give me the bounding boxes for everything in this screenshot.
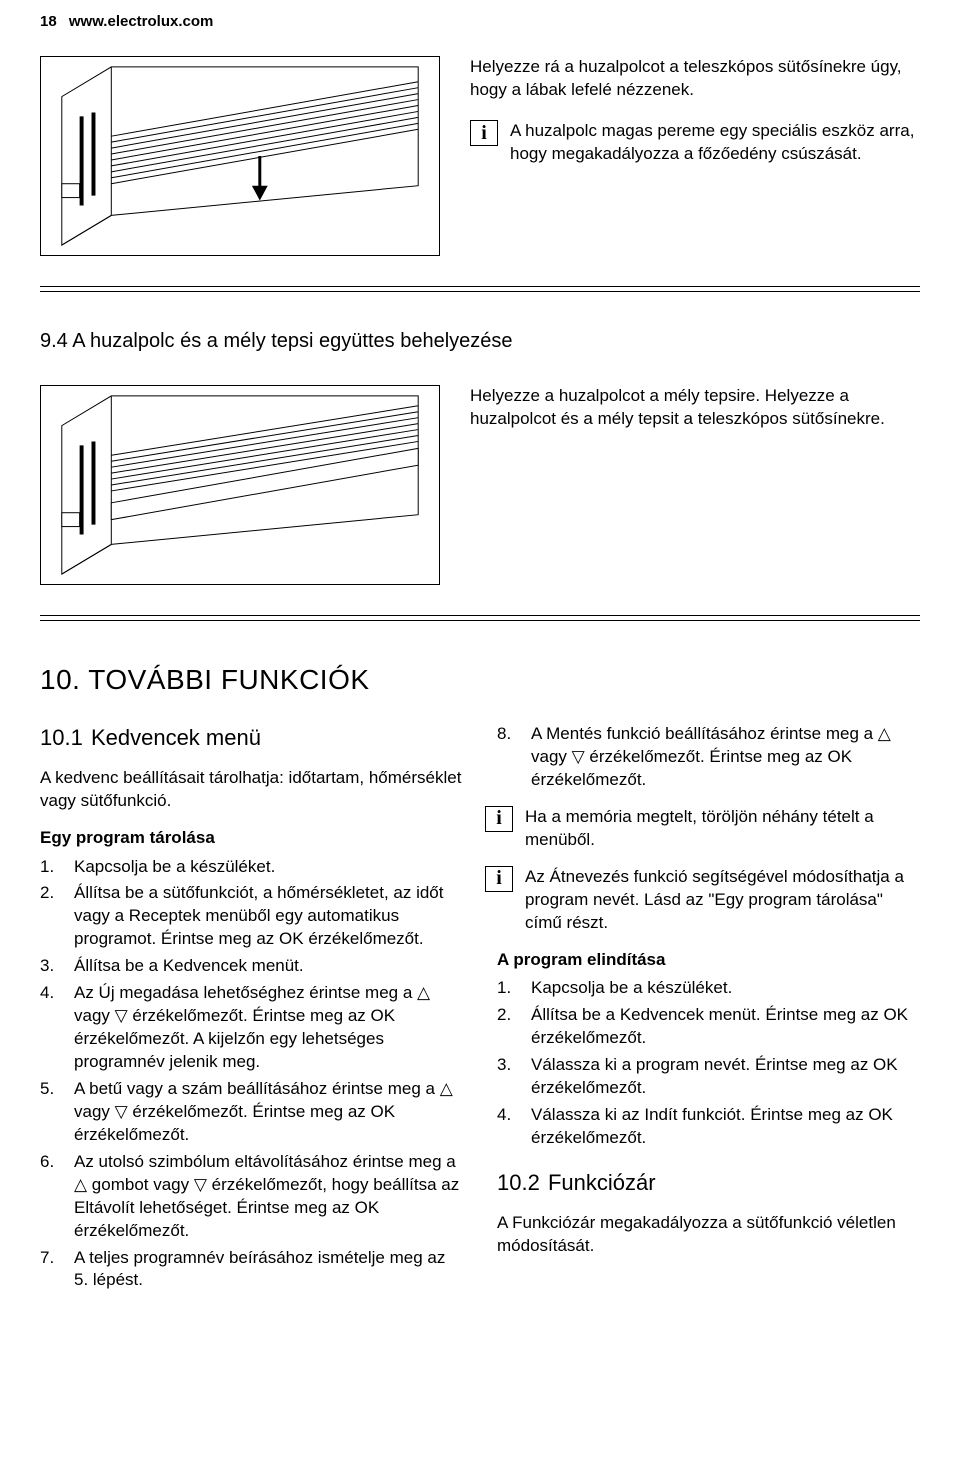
start-step-4: 4.Válassza ki az Indít funkciót. Érintse… [497,1104,920,1150]
figure-row-deep-pan: Helyezze a huzalpolcot a mély tepsire. H… [40,385,920,616]
illustration-wire-shelf [40,56,440,256]
divider-2 [40,620,920,621]
info-icon: i [485,866,513,892]
save-title: Egy program tárolása [40,827,463,850]
info-note-rename: i Az Átnevezés funkció segítségével módo… [533,866,920,935]
column-left: 10.1 Kedvencek menü A kedvenc beállítása… [40,723,463,1306]
figure-caption-1: Helyezze rá a huzalpolcot a teleszkópos … [470,56,920,256]
chapter-number: 10. [40,664,80,695]
heading-10-2: 10.2 Funkciózár [497,1168,920,1198]
illustration-deep-pan [40,385,440,585]
heading-num: 10.1 [40,725,83,750]
deep-pan-drawing [41,386,439,584]
wire-shelf-drawing [41,57,439,255]
heading-text: Kedvencek menü [91,725,261,750]
start-title: A program elindítása [497,949,920,972]
info-icon: i [485,806,513,832]
start-step-2: 2.Állítsa be a Kedvencek menüt. Érintse … [497,1004,920,1050]
section-9-4-heading: 9.4 A huzalpolc és a mély tepsi együttes… [40,328,920,355]
step-8: 8.A Mentés funkció beállításához érintse… [497,723,920,792]
info-text-memory: Ha a memória megtelt, töröljön néhány té… [525,806,920,852]
divider [40,291,920,292]
step-6: 6.Az utolsó szimbólum eltávolításához ér… [40,1151,463,1243]
info-text-rename: Az Átnevezés funkció segítségével módosí… [525,866,920,935]
heading-10-2-text: Funkciózár [548,1170,656,1195]
figure-caption-2: Helyezze a huzalpolcot a mély tepsire. H… [470,385,920,585]
start-step-1: 1.Kapcsolja be a készüléket. [497,977,920,1000]
info-icon: i [470,120,498,146]
chapter-text: TOVÁBBI FUNKCIÓK [88,664,369,695]
step-2: 2.Állítsa be a sütőfunkciót, a hőmérsékl… [40,882,463,951]
step-8-list: 8.A Mentés funkció beállításához érintse… [497,723,920,792]
text-10-2: A Funkciózár megakadályozza a sütőfunkci… [497,1212,920,1258]
heading-10-1: 10.1 Kedvencek menü [40,723,463,753]
heading-10-2-num: 10.2 [497,1170,540,1195]
start-step-3: 3.Válassza ki a program nevét. Érintse m… [497,1054,920,1100]
info-note-1: i A huzalpolc magas pereme egy speciális… [470,120,920,166]
intro-10-1: A kedvenc beállításait tárolhatja: időta… [40,767,463,813]
chapter-10-title: 10. TOVÁBBI FUNKCIÓK [40,661,920,699]
step-4: 4.Az Új megadása lehetőséghez érintse me… [40,982,463,1074]
caption-text-2: Helyezze a huzalpolcot a mély tepsire. H… [470,385,920,431]
caption-text-1: Helyezze rá a huzalpolcot a teleszkópos … [470,56,920,102]
step-3: 3.Állítsa be a Kedvencek menüt. [40,955,463,978]
step-5: 5.A betű vagy a szám beállításához érint… [40,1078,463,1147]
step-7: 7.A teljes programnév beírásához ismétel… [40,1247,463,1293]
page-number: 18 [40,13,57,30]
save-steps: 1.Kapcsolja be a készüléket. 2.Állítsa b… [40,856,463,1293]
info-note-memory: i Ha a memória megtelt, töröljön néhány … [533,806,920,852]
start-steps: 1.Kapcsolja be a készüléket. 2.Állítsa b… [497,977,920,1150]
step-1: 1.Kapcsolja be a készüléket. [40,856,463,879]
column-right: 8.A Mentés funkció beállításához érintse… [497,723,920,1306]
header-url: www.electrolux.com [69,13,214,30]
figure-row-wire-shelf: Helyezze rá a huzalpolcot a teleszkópos … [40,56,920,287]
page-header: 18 www.electrolux.com [40,12,920,32]
info-text-1: A huzalpolc magas pereme egy speciális e… [510,120,920,166]
chapter-10-columns: 10.1 Kedvencek menü A kedvenc beállítása… [40,723,920,1306]
